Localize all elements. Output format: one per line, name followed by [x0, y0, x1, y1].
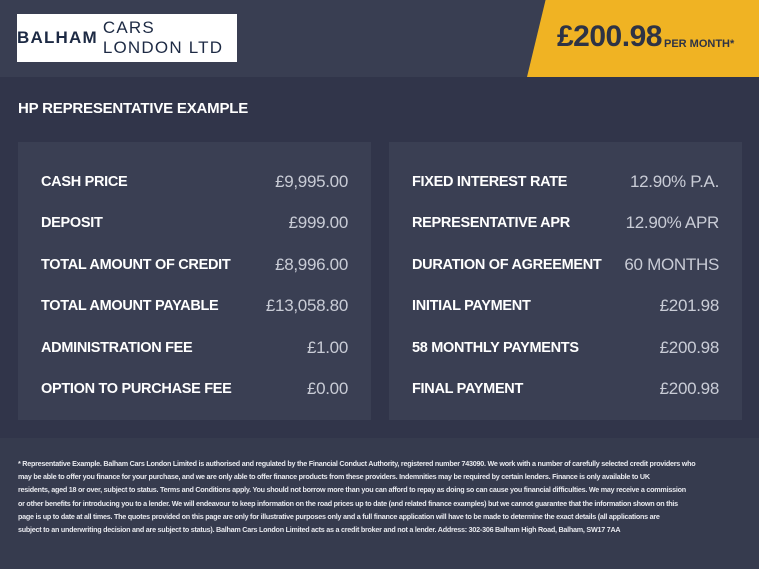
disclaimer-text: * Representative Example. Balham Cars Lo… — [18, 457, 738, 536]
logo-text: CARS LONDON LTD — [102, 18, 224, 57]
finance-value: £0.00 — [306, 379, 348, 398]
finance-label: TOTAL AMOUNT PAYABLE — [41, 298, 219, 314]
finance-value: 12.90% APR — [625, 213, 720, 232]
finance-label: TOTAL AMOUNT OF CREDIT — [41, 257, 231, 273]
logo-bold-text: BALHAM — [17, 28, 98, 47]
finance-value: £201.98 — [659, 296, 720, 315]
disclaimer-footer: * Representative Example. Balham Cars Lo… — [0, 438, 759, 569]
finance-label: 58 MONTHLY PAYMENTS — [412, 340, 579, 356]
section-title: HP REPRESENTATIVE EXAMPLE — [18, 100, 249, 117]
finance-panel-left: CASH PRICE £9,995.00 DEPOSIT £999.00 TOTAL A… — [18, 142, 371, 420]
finance-value: £999.00 — [288, 213, 349, 232]
finance-value: £200.98 — [659, 338, 720, 357]
finance-label: REPRESENTATIVE APR — [412, 215, 570, 231]
finance-row: FIXED INTEREST RATE 12.90% P.A. — [412, 172, 719, 192]
header: BALHAM CARS LONDON LTD £200.98 PER MONTH* — [0, 0, 759, 77]
disclaimer-line: residents, aged 18 or over, subject to s… — [18, 485, 686, 495]
finance-row: REPRESENTATIVE APR 12.90% APR — [412, 213, 719, 233]
finance-row: OPTION TO PURCHASE FEE £0.00 — [41, 379, 348, 399]
disclaimer-line: may be able to offer you finance for you… — [18, 472, 650, 482]
disclaimer-line: subject to an underwriting decision and … — [18, 525, 621, 535]
monthly-price: £200.98 — [557, 20, 662, 53]
disclaimer-line: page is up to date at all times. The quo… — [18, 511, 660, 521]
disclaimer-line: * Representative Example. Balham Cars Lo… — [18, 459, 696, 468]
finance-row: CASH PRICE £9,995.00 — [41, 172, 348, 192]
finance-panel-right: FIXED INTEREST RATE 12.90% P.A. REPRESENTA… — [389, 142, 742, 420]
finance-row: DURATION OF AGREEMENT 60 MONTHS — [412, 255, 719, 275]
finance-row: TOTAL AMOUNT OF CREDIT £8,996.00 — [41, 255, 348, 275]
finance-label: FINAL PAYMENT — [412, 381, 524, 397]
finance-value: £8,996.00 — [275, 255, 348, 274]
finance-value: £1.00 — [306, 338, 348, 357]
finance-value: £200.98 — [659, 379, 720, 398]
finance-row: TOTAL AMOUNT PAYABLE £13,058.80 — [41, 296, 348, 316]
finance-label: INITIAL PAYMENT — [412, 298, 531, 314]
finance-value: 60 MONTHS — [624, 255, 719, 274]
finance-row: FINAL PAYMENT £200.98 — [412, 379, 719, 399]
logo[interactable]: BALHAM CARS LONDON LTD — [17, 14, 237, 62]
finance-label: FIXED INTEREST RATE — [412, 174, 568, 190]
finance-row: ADMINISTRATION FEE £1.00 — [41, 338, 348, 358]
finance-value: £13,058.80 — [265, 296, 348, 315]
finance-row: 58 MONTHLY PAYMENTS £200.98 — [412, 338, 719, 358]
finance-label: DURATION OF AGREEMENT — [412, 257, 602, 273]
finance-row: DEPOSIT £999.00 — [41, 213, 348, 233]
disclaimer-line: or other benefits for introducing you to… — [18, 498, 678, 508]
per-month-label: PER MONTH* — [664, 38, 735, 50]
finance-label: CASH PRICE — [41, 174, 128, 190]
finance-label: ADMINISTRATION FEE — [41, 340, 193, 356]
finance-value: £9,995.00 — [275, 172, 348, 191]
finance-value: 12.90% P.A. — [629, 172, 719, 191]
finance-label: OPTION TO PURCHASE FEE — [41, 381, 232, 397]
monthly-price-badge: £200.98 PER MONTH* — [527, 0, 759, 77]
finance-row: INITIAL PAYMENT £201.98 — [412, 296, 719, 316]
finance-label: DEPOSIT — [41, 215, 103, 231]
